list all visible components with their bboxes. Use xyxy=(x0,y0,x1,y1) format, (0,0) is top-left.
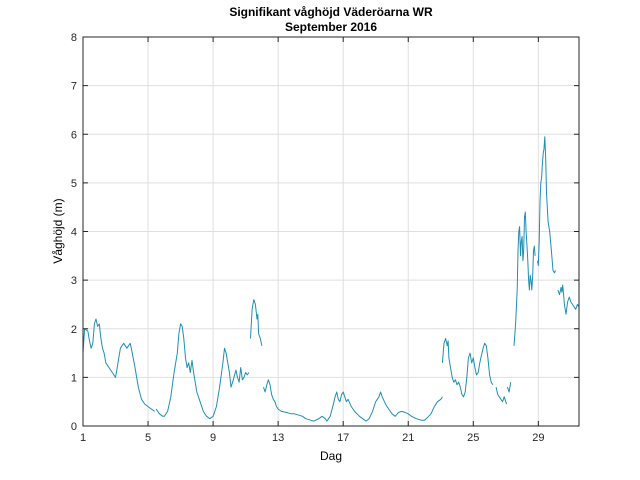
y-tick-label: 4 xyxy=(71,227,77,239)
x-tick-label: 17 xyxy=(337,432,349,444)
series-line-segment xyxy=(557,284,580,315)
x-tick-label: 21 xyxy=(402,432,414,444)
grid xyxy=(82,36,579,427)
x-tick-label: 25 xyxy=(467,432,479,444)
series-line-segment xyxy=(277,391,443,422)
chart-title: Signifikant våghöjd Väderöarna WR xyxy=(229,5,433,19)
chart-subtitle: September 2016 xyxy=(285,20,377,34)
series-line-segment xyxy=(506,382,512,393)
series-line-segment xyxy=(82,318,155,412)
y-tick-label: 6 xyxy=(71,129,77,141)
x-axis-label: Dag xyxy=(320,449,342,463)
y-tick-label: 7 xyxy=(71,81,77,93)
x-tick-label: 13 xyxy=(272,432,284,444)
x-tick-label: 5 xyxy=(145,432,151,444)
series-lines xyxy=(82,136,580,422)
series-line-segment xyxy=(513,211,536,346)
series-line-segment xyxy=(250,299,263,346)
series-line-segment xyxy=(155,323,250,420)
y-tick-label: 1 xyxy=(71,372,77,384)
y-tick-label: 5 xyxy=(71,178,77,190)
x-tick-label: 29 xyxy=(532,432,544,444)
series-line-segment xyxy=(537,136,556,274)
y-axis-label: Våghöjd (m) xyxy=(51,198,65,263)
x-tick-label: 1 xyxy=(80,432,86,444)
y-tick-label: 3 xyxy=(71,275,77,287)
x-tick-label: 9 xyxy=(210,432,216,444)
series-line-segment xyxy=(441,338,494,398)
y-tick-label: 2 xyxy=(71,324,77,336)
y-tick-label: 0 xyxy=(71,421,77,433)
y-tick-label: 8 xyxy=(71,32,77,44)
series-line-segment xyxy=(263,379,279,410)
series-line-segment xyxy=(495,386,508,405)
